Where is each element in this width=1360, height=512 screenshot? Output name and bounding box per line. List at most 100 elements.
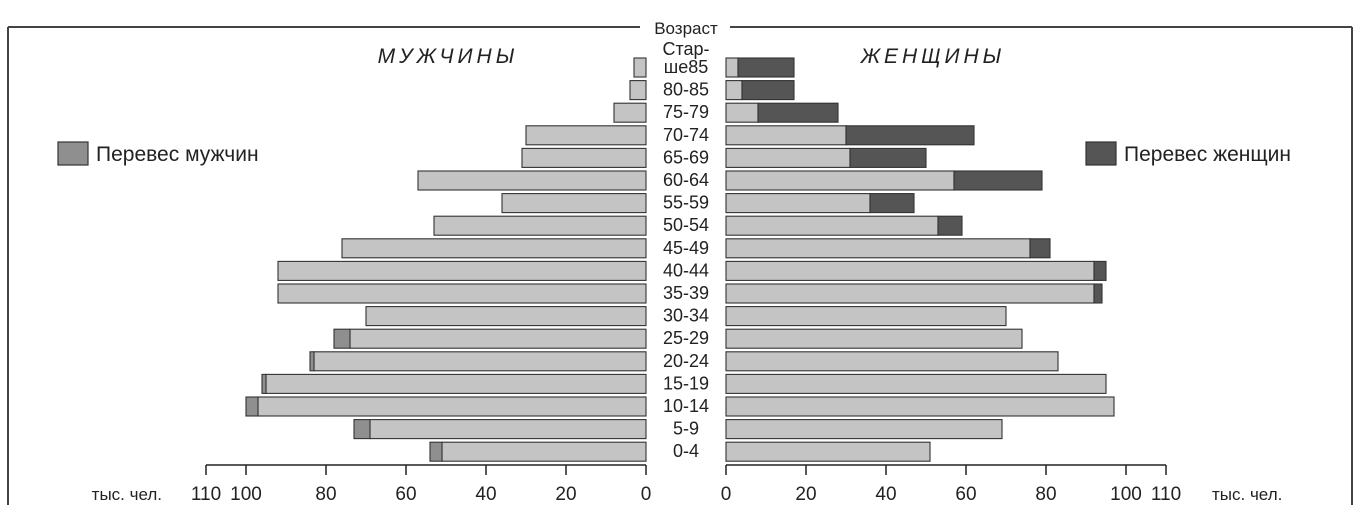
bar-male-excess-14 bbox=[261, 373, 267, 394]
bar-female-10 bbox=[725, 283, 1095, 304]
bar-female-14 bbox=[725, 373, 1107, 394]
age-label-8: 45-49 bbox=[663, 238, 709, 258]
bar-female-excess-3 bbox=[845, 125, 975, 146]
tick-left-2-label: 80 bbox=[315, 484, 336, 505]
bar-female-3 bbox=[725, 125, 847, 146]
tick-right-2-label: 40 bbox=[875, 484, 896, 505]
age-label-2: 75-79 bbox=[663, 102, 709, 122]
bar-male-3 bbox=[525, 125, 647, 146]
bar-female-1 bbox=[725, 80, 743, 101]
tick-left-5-label: 20 bbox=[555, 484, 576, 505]
age-label-1: 80-85 bbox=[663, 80, 709, 100]
tick-left-0-label: 110 bbox=[191, 484, 221, 505]
legend-right-label: Перевес женщин bbox=[1124, 143, 1291, 166]
unit-label-left: тыс. чел. bbox=[92, 485, 162, 504]
bar-male-0 bbox=[633, 57, 647, 78]
age-label-15: 10-14 bbox=[663, 396, 709, 416]
bar-male-10 bbox=[277, 283, 647, 304]
tick-right-0-label: 0 bbox=[721, 484, 732, 505]
bar-male-1 bbox=[629, 80, 647, 101]
bars-group bbox=[245, 57, 1115, 462]
bar-female-excess-10 bbox=[1093, 283, 1103, 304]
bar-male-14 bbox=[265, 373, 647, 394]
bar-male-5 bbox=[417, 170, 647, 191]
age-axis-title: Возраст bbox=[654, 19, 718, 38]
tick-left-3-label: 60 bbox=[395, 484, 416, 505]
age-label-top-prefix: Стар- bbox=[662, 39, 709, 59]
bar-female-7 bbox=[725, 215, 939, 236]
bar-female-6 bbox=[725, 193, 871, 214]
bar-male-11 bbox=[365, 306, 647, 327]
bar-male-12 bbox=[349, 328, 647, 349]
tick-right-6-label: 110 bbox=[1151, 484, 1181, 505]
bar-male-7 bbox=[433, 215, 647, 236]
bar-male-9 bbox=[277, 260, 647, 281]
bar-female-12 bbox=[725, 328, 1023, 349]
age-label-7: 50-54 bbox=[663, 215, 709, 235]
bar-female-5 bbox=[725, 170, 955, 191]
bar-male-15 bbox=[257, 396, 647, 417]
bar-male-excess-12 bbox=[333, 328, 351, 349]
bar-female-4 bbox=[725, 147, 851, 168]
bar-female-8 bbox=[725, 238, 1031, 259]
bar-male-8 bbox=[341, 238, 647, 259]
bar-male-excess-16 bbox=[353, 419, 371, 440]
bar-female-excess-1 bbox=[741, 80, 795, 101]
age-label-11: 30-34 bbox=[663, 306, 709, 326]
unit-label-right: тыс. чел. bbox=[1212, 485, 1282, 504]
tick-left-4-label: 40 bbox=[475, 484, 496, 505]
bar-female-excess-8 bbox=[1029, 238, 1051, 259]
bar-male-13 bbox=[313, 351, 647, 372]
right-header: ЖЕНЩИНЫ bbox=[860, 45, 1006, 68]
tick-left-6-label: 0 bbox=[641, 484, 652, 505]
age-label-3: 70-74 bbox=[663, 125, 709, 145]
age-label-6: 55-59 bbox=[663, 193, 709, 213]
age-label-14: 15-19 bbox=[663, 373, 709, 393]
bar-female-excess-2 bbox=[757, 102, 839, 123]
age-label-10: 35-39 bbox=[663, 283, 709, 303]
bar-female-17 bbox=[725, 441, 931, 462]
bar-female-16 bbox=[725, 419, 1003, 440]
legend-right-swatch bbox=[1085, 141, 1117, 166]
tick-right-4-label: 80 bbox=[1035, 484, 1056, 505]
bar-female-13 bbox=[725, 351, 1059, 372]
bar-male-6 bbox=[501, 193, 647, 214]
bar-female-excess-6 bbox=[869, 193, 915, 214]
tick-left-1-label: 100 bbox=[230, 484, 262, 505]
bar-male-excess-17 bbox=[429, 441, 443, 462]
age-label-4: 65-69 bbox=[663, 147, 709, 167]
bar-female-11 bbox=[725, 306, 1007, 327]
ticks-group: 110 100 80 60 40 20 0 0 20 40 60 80 100 110 bbox=[191, 465, 1181, 505]
bar-male-17 bbox=[441, 441, 647, 462]
bar-female-excess-4 bbox=[849, 147, 927, 168]
bar-female-excess-5 bbox=[953, 170, 1043, 191]
age-label-16: 5-9 bbox=[673, 419, 699, 439]
bar-male-excess-15 bbox=[245, 396, 259, 417]
age-label-9: 40-44 bbox=[663, 260, 709, 280]
left-header: МУЖЧИНЫ bbox=[378, 45, 519, 68]
age-label-5: 60-64 bbox=[663, 170, 709, 190]
bar-male-4 bbox=[521, 147, 647, 168]
bar-male-excess-13 bbox=[309, 351, 315, 372]
age-label-12: 25-29 bbox=[663, 328, 709, 348]
bar-male-2 bbox=[613, 102, 647, 123]
bar-female-excess-9 bbox=[1093, 260, 1107, 281]
bar-female-excess-0 bbox=[737, 57, 795, 78]
bar-female-15 bbox=[725, 396, 1115, 417]
bar-female-0 bbox=[725, 57, 739, 78]
bar-male-16 bbox=[369, 419, 647, 440]
tick-right-3-label: 60 bbox=[955, 484, 976, 505]
tick-right-5-label: 100 bbox=[1110, 484, 1142, 505]
bar-female-2 bbox=[725, 102, 759, 123]
age-label-0: ше85 bbox=[664, 57, 708, 77]
legend-left-swatch bbox=[57, 141, 89, 166]
legend-left-label: Перевес мужчин bbox=[96, 143, 259, 166]
tick-right-1-label: 20 bbox=[795, 484, 816, 505]
bar-female-excess-7 bbox=[937, 215, 963, 236]
age-label-13: 20-24 bbox=[663, 351, 709, 371]
age-label-17: 0-4 bbox=[673, 441, 699, 461]
bar-female-9 bbox=[725, 260, 1095, 281]
